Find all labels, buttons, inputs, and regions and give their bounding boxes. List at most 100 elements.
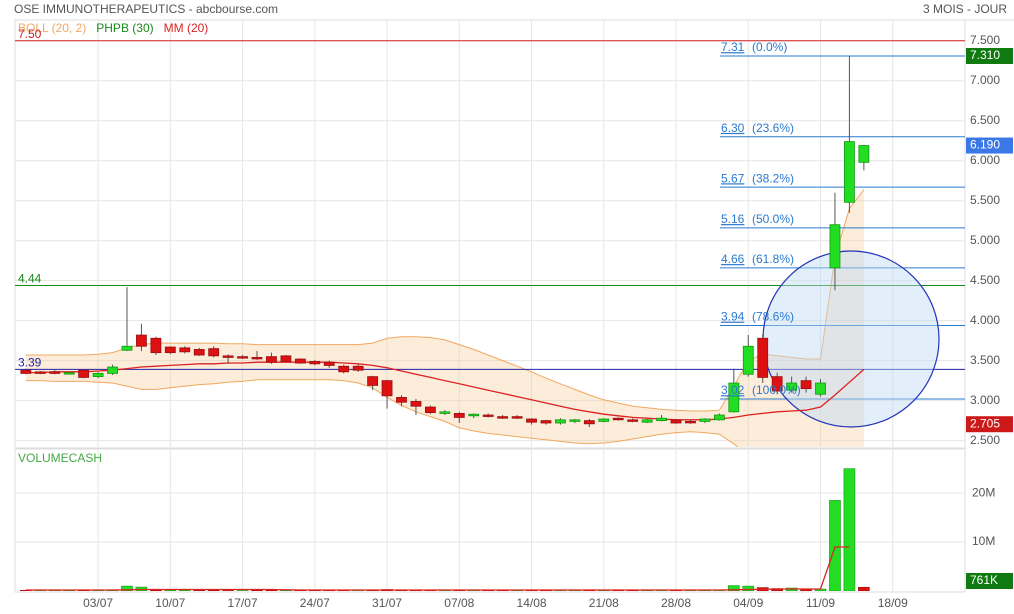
volume-bar xyxy=(829,500,841,591)
candle-body xyxy=(424,406,436,414)
candle-body xyxy=(713,414,725,421)
horizontal-line-label: 3.39 xyxy=(18,356,42,370)
fibonacci-price: 7.31 xyxy=(721,40,745,54)
candle-body xyxy=(569,419,581,422)
candle-body xyxy=(742,345,754,375)
candle-body xyxy=(208,348,220,357)
volume-moving-average xyxy=(25,546,850,591)
volume-bar xyxy=(222,590,234,591)
volume-bar xyxy=(121,585,133,591)
y-tick-label: 4.500 xyxy=(970,273,1000,287)
fibonacci-price: 3.94 xyxy=(721,310,745,324)
candle-body xyxy=(323,361,335,366)
volume-bar xyxy=(164,589,177,591)
candle-body xyxy=(555,419,566,424)
candle-body xyxy=(829,224,841,269)
candle-body xyxy=(800,380,812,390)
candle-body xyxy=(381,380,393,397)
volume-bar xyxy=(207,589,220,591)
candle-body xyxy=(309,361,321,365)
candle-body xyxy=(237,356,248,359)
candle-body xyxy=(641,419,653,423)
chart-title: OSE IMMUNOTHERAPEUTICS - abcbourse.com xyxy=(14,2,278,16)
volume-tag-label: 761K xyxy=(970,573,998,587)
y-tick-label: 2.500 xyxy=(970,433,1000,447)
price-tag xyxy=(966,137,1013,154)
price-tag-label: 7.310 xyxy=(970,48,1000,62)
fibonacci-ratio: (38.2%) xyxy=(752,171,794,185)
price-tag xyxy=(966,47,1013,64)
x-tick-label: 28/08 xyxy=(661,596,691,610)
fibonacci-ratio: (100.0%) xyxy=(752,383,801,397)
fibonacci-price: 5.16 xyxy=(721,212,745,226)
y-tick-label: 5.500 xyxy=(970,193,1000,207)
candle-body xyxy=(164,346,176,354)
x-tick-label: 18/09 xyxy=(878,596,908,610)
y-tick-label: 6.500 xyxy=(970,113,1000,127)
price-panel-frame xyxy=(14,19,966,449)
candle-body xyxy=(526,418,537,423)
volume-bar xyxy=(728,585,740,591)
candle-body xyxy=(771,376,783,392)
candle-body xyxy=(410,401,422,407)
candle-body xyxy=(439,411,451,414)
volume-bar xyxy=(280,590,292,591)
fibonacci-price: 6.30 xyxy=(721,121,745,135)
candle-body xyxy=(815,382,826,395)
candle-body xyxy=(497,416,509,419)
candle-body xyxy=(627,419,639,422)
candle-body xyxy=(150,337,162,354)
candle-body xyxy=(786,382,798,391)
candle-body xyxy=(685,421,696,424)
candle-body xyxy=(757,337,769,378)
volume-title: VOLUMECASH xyxy=(18,451,102,465)
candle-body xyxy=(121,345,133,351)
price-tag-label: 2.705 xyxy=(970,416,1000,430)
candle-body xyxy=(699,418,711,422)
volume-tag xyxy=(966,573,1013,589)
candle-body xyxy=(367,376,379,386)
fibonacci-price: 3.02 xyxy=(721,383,745,397)
candle-body xyxy=(107,366,118,374)
fibonacci-price: 4.66 xyxy=(721,252,745,266)
fibonacci-price: 5.67 xyxy=(721,171,745,185)
candle-body xyxy=(222,355,234,358)
y-tick-label: 3.000 xyxy=(970,393,1000,407)
candle-body xyxy=(193,349,205,356)
candle-body xyxy=(598,418,610,422)
candle-body xyxy=(63,372,75,375)
x-tick-label: 03/07 xyxy=(83,596,113,610)
candle-body xyxy=(34,371,46,374)
volume-bar xyxy=(843,468,856,591)
bollinger-lower xyxy=(25,379,739,447)
annotation-circle xyxy=(762,250,940,428)
y-tick-label: 20M xyxy=(972,485,995,499)
candle-body xyxy=(858,145,870,163)
x-tick-label: 04/09 xyxy=(733,596,763,610)
volume-bar xyxy=(251,590,263,591)
candle-body xyxy=(78,369,90,378)
y-tick-label: 7.000 xyxy=(970,73,1000,87)
candle-body xyxy=(20,369,32,374)
bollinger-upper xyxy=(25,189,865,412)
candle-body xyxy=(251,357,263,360)
candle-body xyxy=(396,397,407,403)
horizontal-line-label: 7.50 xyxy=(18,27,42,41)
x-tick-label: 21/08 xyxy=(589,596,619,610)
price-tag-label: 6.190 xyxy=(970,138,1000,152)
y-tick-label: 10M xyxy=(972,534,995,548)
legend-entry: BOLL (20, 2) xyxy=(18,21,86,35)
candle-body xyxy=(294,358,306,364)
candle-body xyxy=(656,417,667,422)
candle-body xyxy=(352,365,364,371)
fibonacci-ratio: (50.0%) xyxy=(752,212,794,226)
volume-bar xyxy=(265,589,278,591)
volume-bar xyxy=(236,590,249,591)
x-tick-label: 07/08 xyxy=(444,596,474,610)
x-tick-label: 14/08 xyxy=(517,596,547,610)
horizontal-line-label: 4.44 xyxy=(18,272,42,286)
candle-body xyxy=(468,413,480,417)
y-tick-label: 4.000 xyxy=(970,313,1000,327)
x-tick-label: 31/07 xyxy=(372,596,402,610)
